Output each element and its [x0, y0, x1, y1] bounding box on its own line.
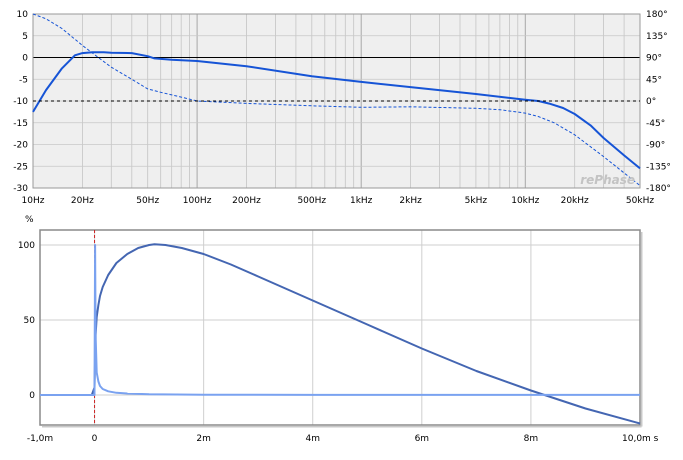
step-response-line: [40, 243, 641, 425]
magnitude-series-line: [32, 51, 641, 170]
top-y-left-tick-label: -5: [19, 75, 28, 85]
bottom-x-tick-label: 2m: [196, 434, 211, 444]
bottom-x-tick-label: 6m: [415, 434, 430, 444]
top-y-right-tick-label: -135°: [646, 162, 671, 172]
top-y-left-tick-label: 0: [22, 54, 28, 64]
top-x-tick-label: 20kHz: [561, 196, 589, 206]
top-x-tick-label: 10Hz: [22, 196, 45, 206]
top-x-tick-label: 5kHz: [465, 196, 488, 206]
impulse-response-line: [40, 244, 640, 396]
top-x-tick-label: 2kHz: [399, 196, 422, 206]
top-y-right-tick-label: -45°: [646, 119, 665, 129]
top-y-right-tick-label: 0°: [646, 97, 656, 107]
bottom-plot-frame: [39, 229, 641, 426]
bottom-x-tick-label: 4m: [305, 434, 320, 444]
top-y-right-tick-label: 90°: [646, 54, 662, 64]
bottom-y-tick-label: 50: [24, 316, 36, 326]
top-y-left-tick-label: -30: [13, 184, 28, 194]
bottom-x-tick-label: 0: [92, 434, 98, 444]
top-x-tick-label: 200Hz: [232, 196, 261, 206]
top-x-tick-label: 1kHz: [350, 196, 373, 206]
top-y-right-tick-label: 180°: [646, 10, 668, 20]
top-x-tick-label: 500Hz: [297, 196, 326, 206]
top-y-right-tick-label: -90°: [646, 141, 665, 151]
rephase-watermark: rePhase: [580, 173, 635, 187]
bottom-y-axis-unit-label: %: [25, 215, 34, 225]
bottom-x-tick-label: 8m: [524, 434, 539, 444]
bottom-x-tick-label: -1,0m: [27, 434, 53, 444]
top-y-left-tick-label: -20: [13, 141, 28, 151]
top-y-left-tick-label: -25: [13, 162, 28, 172]
top-x-tick-label: 100Hz: [183, 196, 212, 206]
top-y-left-tick-label: -15: [13, 119, 28, 129]
top-x-tick-label: 20Hz: [71, 196, 94, 206]
top-y-right-tick-label: -180°: [646, 184, 671, 194]
phase-series-line: [32, 13, 641, 186]
top-x-tick-label: 50Hz: [136, 196, 159, 206]
top-y-left-tick-label: 5: [22, 32, 28, 42]
bottom-y-tick-label: 0: [29, 391, 35, 401]
top-y-left-tick-label: -10: [13, 97, 28, 107]
top-y-right-tick-label: 45°: [646, 75, 662, 85]
top-x-tick-label: 50kHz: [626, 196, 654, 206]
bottom-y-tick-label: 100: [18, 241, 35, 251]
top-y-left-tick-label: 10: [17, 10, 29, 20]
top-y-right-tick-label: 135°: [646, 32, 668, 42]
top-x-tick-label: 10kHz: [511, 196, 539, 206]
bottom-x-tick-label: 10,0m s: [622, 434, 659, 444]
